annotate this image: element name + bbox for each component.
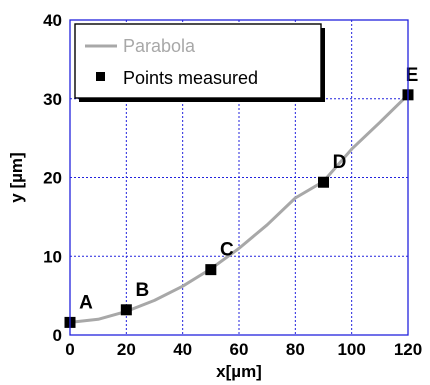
x-axis-title: x[µm] bbox=[216, 362, 262, 381]
legend-box bbox=[74, 23, 322, 99]
point-label-e: E bbox=[406, 65, 419, 86]
x-tick-label: 120 bbox=[394, 340, 422, 359]
x-tick-label: 80 bbox=[286, 340, 305, 359]
y-axis-title: y [µm] bbox=[7, 152, 26, 202]
x-tick-label: 100 bbox=[337, 340, 365, 359]
measured-point-b bbox=[120, 304, 132, 316]
plot-frame bbox=[69, 19, 409, 336]
x-tick-label: 40 bbox=[173, 340, 192, 359]
x-tick-label: 60 bbox=[230, 340, 249, 359]
legend-square-swatch bbox=[96, 72, 105, 81]
point-label-c: C bbox=[220, 240, 234, 261]
y-tick-label: 30 bbox=[43, 90, 62, 109]
legend-label-points-measured: Points measured bbox=[123, 68, 258, 88]
point-labels: A B C D E bbox=[79, 65, 418, 314]
x-tick-label: 20 bbox=[117, 340, 136, 359]
measured-point-d bbox=[318, 176, 329, 188]
x-tick-label: 0 bbox=[65, 340, 74, 359]
y-tick-label: 20 bbox=[43, 169, 62, 188]
y-tick-label: 0 bbox=[53, 326, 62, 345]
legend-label-parabola: Parabola bbox=[123, 36, 196, 56]
y-tick-label: 40 bbox=[43, 11, 62, 30]
legend: Parabola Points measured bbox=[74, 23, 325, 102]
measured-point-c bbox=[205, 264, 217, 276]
point-label-b: B bbox=[135, 280, 149, 301]
tick-labels: 0 20 40 60 80 100 120 0 10 20 30 40 bbox=[43, 11, 422, 359]
point-label-d: D bbox=[333, 152, 347, 173]
y-tick-label: 10 bbox=[43, 247, 62, 266]
point-label-a: A bbox=[79, 292, 93, 313]
